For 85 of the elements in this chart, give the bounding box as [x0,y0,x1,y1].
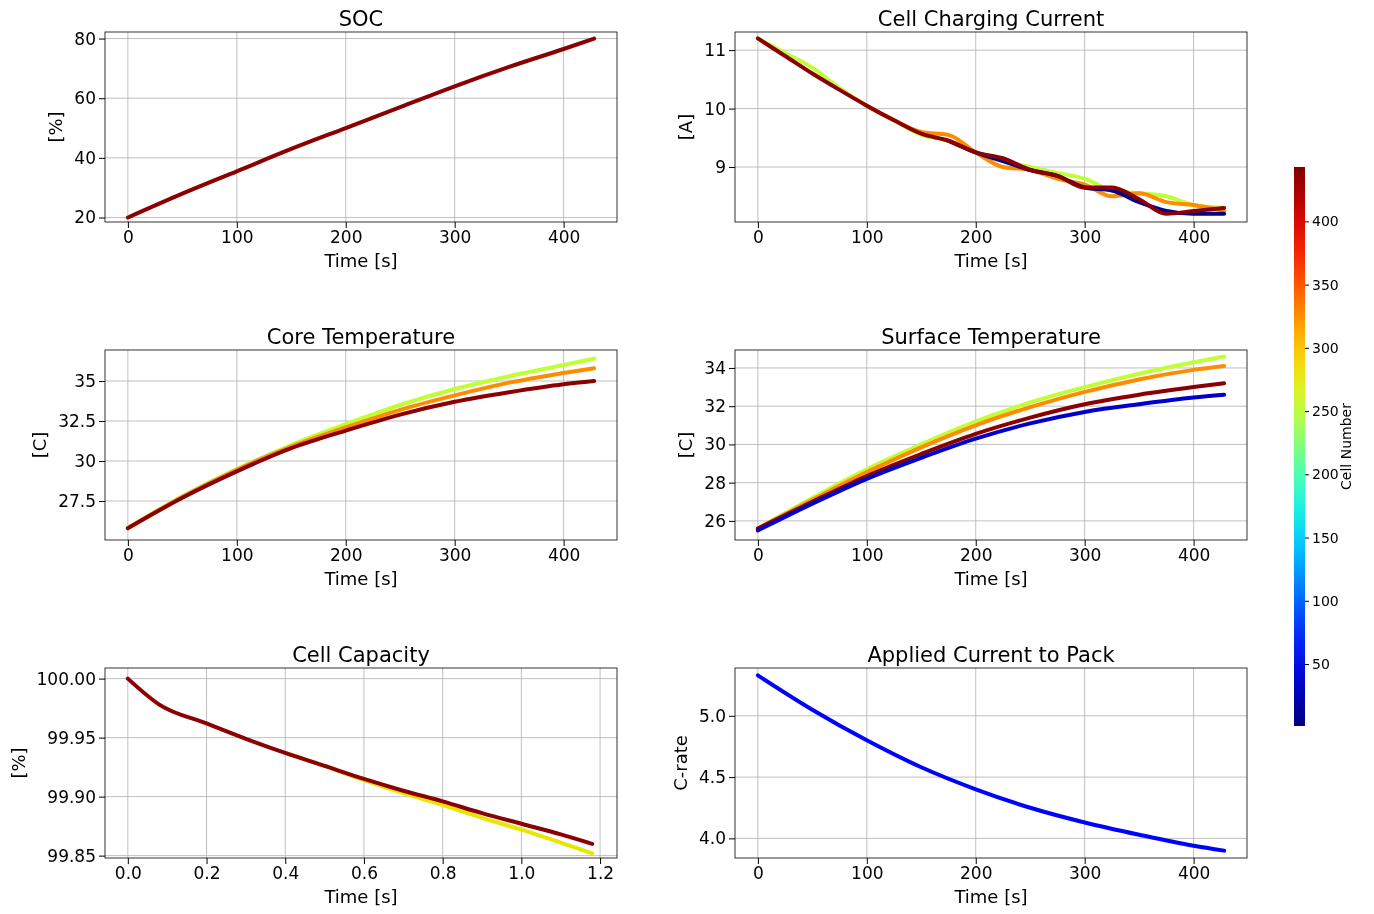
chart-title: Core Temperature [266,325,456,349]
x-tick-label: 100 [851,227,884,248]
line-series [755,673,1227,853]
y-axis-title: [A] [675,113,697,141]
chart-title: Cell Capacity [292,643,430,667]
y-tick-label: 27.5 [58,490,96,511]
x-tick-label: 100 [221,545,254,566]
x-tick-label: 0 [122,545,134,566]
x-axis-title: Time [s] [953,886,1028,907]
x-tick-label: 300 [1068,545,1102,566]
color-bar-label: 300 [1312,339,1339,356]
line-series [125,676,595,846]
y-tick-label: 10 [704,98,726,119]
y-tick-label: 32.5 [58,410,96,431]
x-tick-label: 0 [122,227,134,248]
x-tick-label: 0.6 [350,863,378,884]
x-tick-label: 200 [960,545,993,566]
x-tick-label: 200 [330,545,363,566]
x-tick-label: 400 [1177,227,1211,248]
x-tick-label: 0.8 [429,863,457,884]
color-bar-label: 350 [1312,276,1339,293]
y-tick-label: 100.00 [36,668,96,689]
y-tick-label: 80 [74,28,96,49]
y-tick-label: 60 [74,88,96,109]
y-tick-label: 32 [704,396,726,417]
x-tick-label: 400 [1177,863,1211,884]
x-tick-label: 400 [547,545,581,566]
y-tick-label: 20 [74,207,96,228]
y-tick-label: 34 [704,357,726,378]
x-axis-title: Time [s] [323,250,398,271]
x-axis-title: Time [s] [323,568,398,589]
x-tick-label: 400 [1177,545,1211,566]
x-tick-label: 300 [438,545,472,566]
x-tick-label: 1.0 [508,863,536,884]
y-tick-label: 5.0 [698,705,726,726]
x-tick-label: 0 [752,227,764,248]
x-tick-label: 300 [1068,863,1102,884]
y-axis-title: [C] [675,431,697,459]
color-bar-title: Cell Number [1338,402,1354,490]
y-tick-label: 26 [704,510,726,531]
color-bar-label: 400 [1312,213,1339,230]
x-tick-label: 100 [221,227,254,248]
y-axis-title: [C] [29,431,51,459]
line-series [125,36,597,220]
x-axis-title: Time [s] [953,250,1028,271]
x-axis-title: Time [s] [953,568,1028,589]
x-tick-label: 0 [752,863,764,884]
color-bar-label: 250 [1312,403,1339,420]
y-tick-label: 99.85 [47,845,96,866]
x-tick-label: 100 [851,545,884,566]
chart-title: Surface Temperature [881,325,1101,349]
y-tick-label: 11 [704,40,726,61]
chart-title: Cell Charging Current [877,7,1105,31]
y-tick-label: 30 [74,450,96,471]
color-bar-label: 200 [1312,466,1339,483]
x-tick-label: 200 [330,227,363,248]
x-tick-label: 200 [960,227,993,248]
x-tick-label: 300 [1068,227,1102,248]
y-axis-title: C-rate [669,735,691,791]
color-bar-label: 100 [1312,592,1339,609]
y-tick-label: 35 [74,370,96,391]
y-tick-label: 40 [74,147,96,168]
x-tick-label: 200 [960,863,993,884]
y-tick-label: 4.0 [698,828,726,849]
x-tick-label: 1.2 [587,863,615,884]
chart-title: SOC [338,7,384,31]
y-tick-label: 9 [715,156,726,177]
y-axis-title: [%] [45,111,67,143]
x-tick-label: 0.2 [193,863,221,884]
y-axis-title: [%] [7,747,29,779]
y-tick-label: 99.95 [47,727,96,748]
x-tick-label: 0.0 [114,863,142,884]
y-tick-label: 30 [704,434,726,455]
x-tick-label: 0 [752,545,764,566]
x-tick-label: 400 [547,227,581,248]
x-tick-label: 100 [851,863,884,884]
y-tick-label: 28 [704,472,726,493]
color-bar-label: 150 [1312,529,1339,546]
x-tick-label: 0.4 [272,863,300,884]
y-tick-label: 99.90 [47,786,96,807]
x-axis-title: Time [s] [323,886,398,907]
x-tick-label: 300 [438,227,472,248]
chart-title: Applied Current to Pack [867,643,1116,667]
y-tick-label: 4.5 [698,767,726,788]
color-bar-label: 50 [1312,656,1330,673]
